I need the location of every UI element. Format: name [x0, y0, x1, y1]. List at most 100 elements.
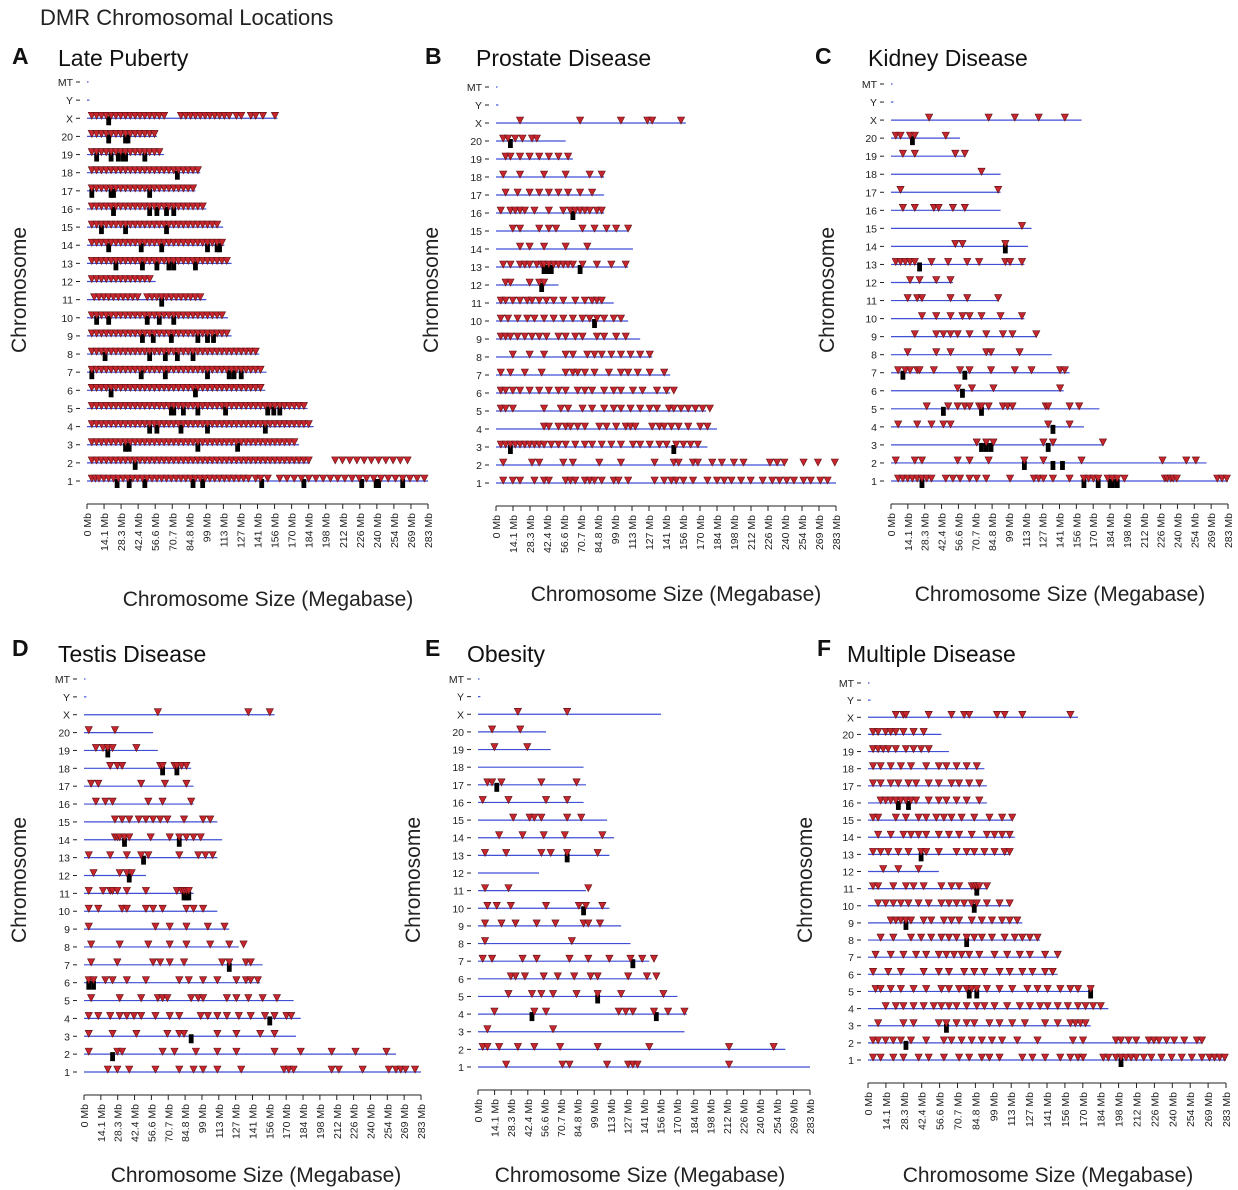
dmr-marker: [480, 849, 490, 858]
cluster-marker: [226, 370, 232, 380]
x-tick-label: 226 Mb: [763, 515, 775, 550]
dmr-marker: [1170, 1036, 1179, 1045]
chromosome-label: 4: [67, 422, 73, 434]
cluster-marker: [106, 315, 112, 325]
cluster-marker: [123, 442, 128, 452]
dmr-marker: [561, 440, 570, 449]
cluster-marker: [529, 1012, 535, 1022]
x-tick-label: 70.7 Mb: [970, 513, 982, 551]
chromosome-label: 8: [848, 935, 854, 947]
dmr-marker: [396, 456, 405, 465]
cluster-marker: [577, 265, 583, 274]
dmr-marker: [84, 726, 93, 735]
dmr-marker: [600, 332, 609, 341]
x-tick-label: 269 Mb: [1206, 513, 1218, 548]
cluster-marker: [174, 352, 180, 362]
dmr-marker: [213, 1012, 222, 1021]
dmr-marker: [568, 458, 577, 467]
dmr-marker: [256, 365, 265, 374]
dmr-marker: [595, 919, 605, 928]
dmr-marker: [165, 922, 174, 931]
dmr-marker: [1005, 899, 1014, 908]
chromosome-row-13: 13: [470, 260, 630, 274]
dmr-marker: [975, 779, 984, 788]
chromosome-label: 12: [452, 868, 464, 880]
dmr-marker: [258, 111, 268, 120]
chromosome-row-2: 2: [848, 1036, 1207, 1050]
dmr-marker: [910, 330, 919, 339]
dmr-marker: [957, 950, 966, 959]
dmr-marker: [420, 474, 429, 483]
dmr-marker: [922, 950, 931, 959]
chromosome-row-2: 2: [476, 458, 839, 472]
dmr-marker: [904, 899, 913, 908]
dmr-marker: [260, 1012, 270, 1021]
dmr-marker: [1008, 1019, 1017, 1028]
chromosome-row-2: 2: [458, 1043, 786, 1056]
dmr-marker: [542, 332, 551, 341]
chromosome-label: 1: [64, 1067, 70, 1079]
cluster-marker: [138, 370, 144, 380]
dmr-marker: [539, 242, 549, 251]
dmr-marker: [1094, 474, 1103, 483]
dmr-marker: [237, 1065, 246, 1074]
dmr-marker: [134, 815, 143, 824]
dmr-marker: [652, 972, 661, 981]
dmr-marker: [289, 1065, 298, 1074]
dmr-marker: [982, 330, 991, 339]
chromosome-label: 7: [476, 370, 482, 382]
dmr-marker: [645, 404, 654, 413]
dmr-marker: [506, 152, 515, 161]
dmr-marker: [962, 985, 971, 994]
cluster-marker: [592, 319, 597, 328]
dmr-marker: [868, 779, 878, 788]
dmr-marker: [515, 224, 525, 233]
cluster-marker: [114, 479, 120, 488]
dmr-marker: [631, 422, 640, 431]
dmr-marker: [590, 224, 599, 233]
dmr-marker: [638, 954, 647, 963]
dmr-marker: [108, 1029, 117, 1038]
dmr-marker: [381, 456, 390, 465]
dmr-marker: [1191, 456, 1200, 465]
dmr-marker: [1010, 366, 1019, 375]
dmr-marker: [874, 830, 883, 839]
dmr-marker: [1162, 1036, 1171, 1045]
dmr-marker: [84, 1047, 93, 1056]
dmr-marker: [539, 404, 549, 413]
dmr-marker: [624, 368, 633, 377]
x-tick-label: 212 Mb: [338, 513, 350, 548]
dmr-marker: [585, 314, 594, 323]
cluster-marker: [301, 479, 307, 488]
dmr-marker: [270, 1029, 279, 1038]
chromosome-label: 12: [61, 277, 73, 289]
dmr-marker: [663, 1007, 673, 1016]
dmr-marker: [511, 972, 520, 981]
chromosome-row-15: 15: [470, 224, 633, 238]
dmr-marker: [573, 386, 582, 395]
dmr-marker: [1003, 1002, 1012, 1011]
dmr-marker: [1025, 933, 1035, 942]
dmr-marker: [351, 1047, 360, 1056]
dmr-marker: [113, 1065, 122, 1074]
dmr-marker: [906, 796, 916, 805]
x-tick-label: 56.6 Mb: [559, 515, 571, 553]
dmr-marker: [593, 1043, 602, 1052]
dmr-marker: [649, 1007, 659, 1016]
x-tick-label: 141 Mb: [253, 513, 265, 548]
dmr-marker: [360, 456, 369, 465]
dmr-marker: [237, 111, 246, 120]
dmr-marker: [588, 440, 597, 449]
chromosome-label: 12: [58, 871, 70, 883]
dmr-marker: [1065, 402, 1074, 411]
chromosome-label: Y: [66, 95, 73, 107]
dmr-marker: [799, 476, 808, 485]
cluster-marker: [89, 370, 95, 380]
dmr-marker: [934, 968, 943, 976]
chromosome-label: 10: [452, 903, 464, 915]
cluster-marker: [539, 283, 545, 292]
dmr-marker: [724, 1060, 734, 1069]
chromosome-row-18: 18: [452, 762, 584, 774]
dmr-marker: [980, 968, 989, 976]
dmr-marker: [901, 745, 911, 754]
